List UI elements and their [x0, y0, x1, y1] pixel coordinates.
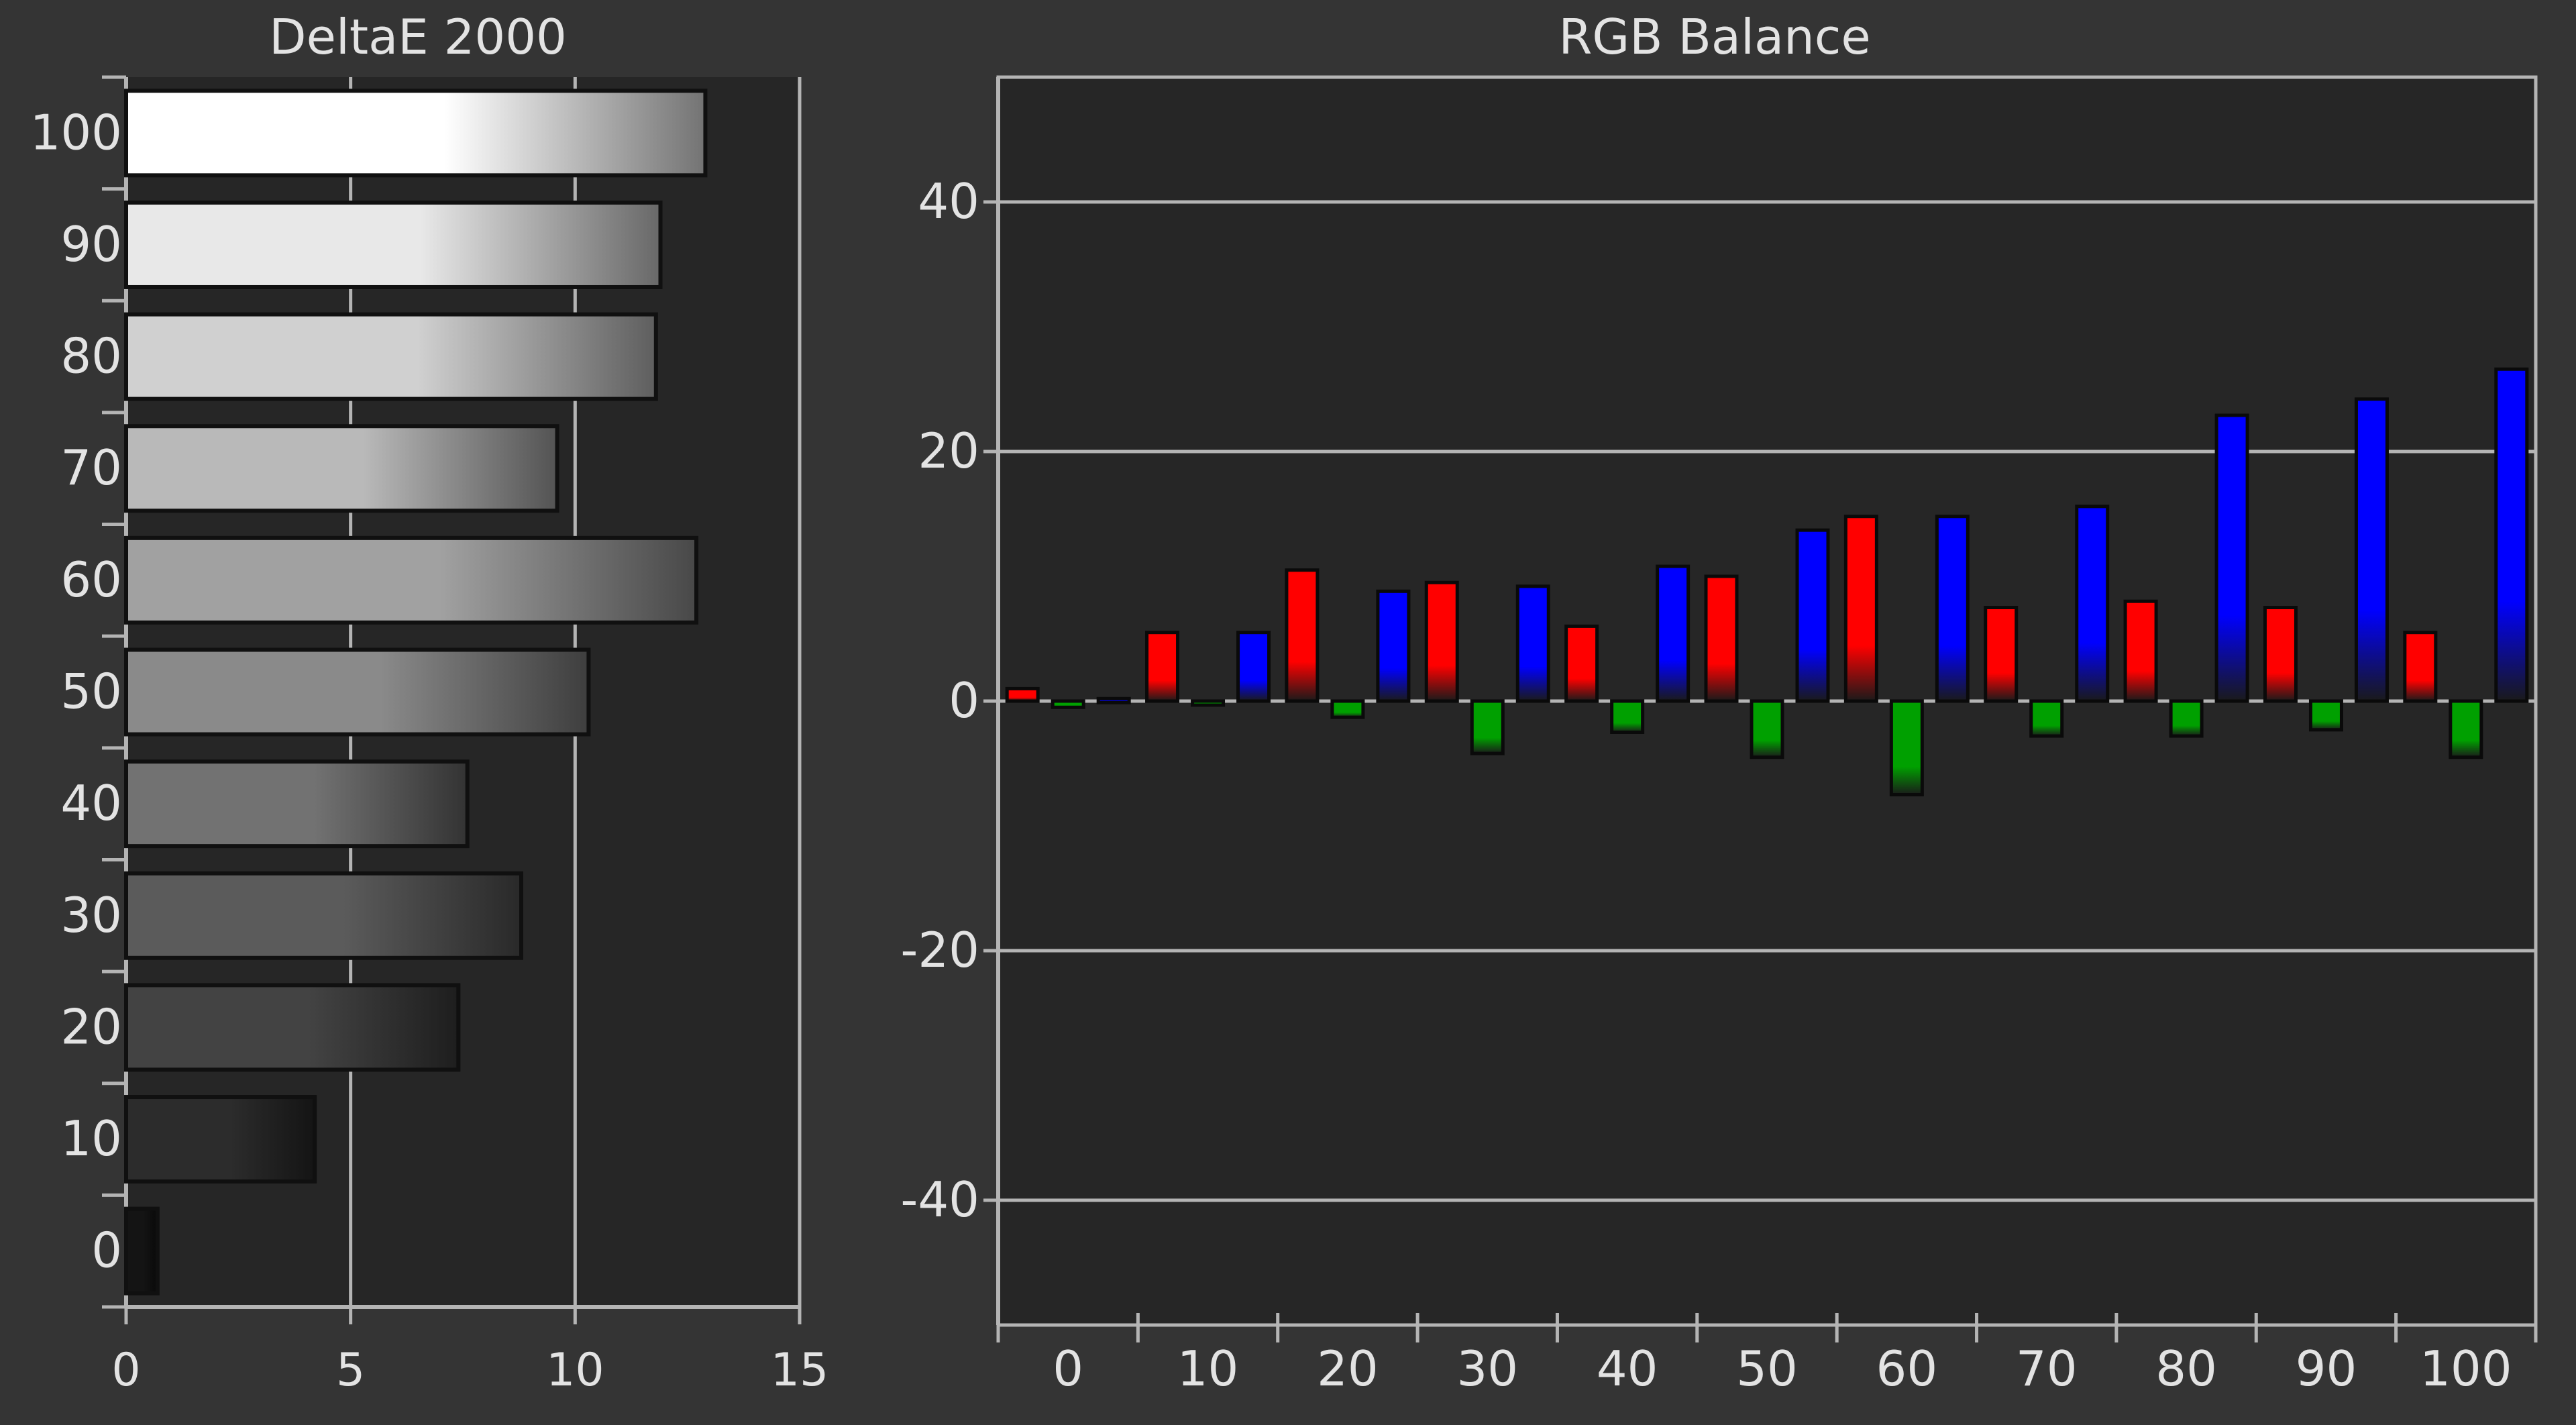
deltae-bar-80: [124, 312, 658, 401]
rgb-bar-blue-100: [2494, 367, 2529, 703]
deltae-y-tick-label: 100: [30, 104, 122, 160]
rgb-bar-green-80: [2169, 699, 2204, 738]
rgb-bar-blue-30: [1515, 584, 1550, 703]
rgb-bar-blue-70: [2075, 505, 2110, 703]
deltae-bar-40: [124, 759, 470, 849]
rgb-bar-red-90: [2263, 606, 2298, 703]
rgb-x-tick-label: 40: [1597, 1340, 1658, 1397]
deltae-y-tick-label: 20: [60, 998, 122, 1055]
rgb-bar-green-40: [1610, 699, 1645, 734]
rgb-y-tick-label: 20: [918, 423, 979, 479]
rgb-bar-green-60: [1889, 699, 1924, 796]
deltae-bar-20: [124, 983, 461, 1072]
rgb-bar-green-70: [2029, 699, 2064, 738]
deltae-bar-60: [124, 535, 699, 625]
rgb-chart-title: RGB Balance: [1558, 9, 1870, 65]
rgb-bar-blue-60: [1935, 515, 1970, 703]
rgb-bar-red-100: [2403, 631, 2438, 703]
deltae-y-tick-label: 30: [60, 887, 122, 943]
rgb-x-tick-label: 30: [1456, 1340, 1518, 1397]
deltae-y-tick-label: 40: [60, 775, 122, 831]
deltae-bar-30: [124, 871, 524, 960]
deltae-x-tick-label: 10: [546, 1344, 604, 1397]
rgb-bar-red-80: [2123, 599, 2158, 703]
deltae-y-tick-label: 0: [91, 1222, 122, 1279]
rgb-x-tick-label: 20: [1317, 1340, 1379, 1397]
deltae-x-tick-label: 5: [336, 1344, 365, 1397]
rgb-bar-blue-40: [1656, 564, 1690, 703]
deltae-x-tick-label: 15: [771, 1344, 829, 1397]
deltae-bar-0: [124, 1206, 160, 1296]
deltae-y-tick-label: 60: [60, 551, 122, 608]
rgb-bar-blue-0: [1096, 696, 1131, 704]
rgb-x-tick-label: 50: [1736, 1340, 1798, 1397]
deltae-chart-title: DeltaE 2000: [269, 9, 567, 65]
deltae-bar-100: [124, 89, 708, 178]
deltae-y-tick-label: 50: [60, 664, 122, 720]
rgb-bar-green-90: [2308, 699, 2343, 732]
rgb-bar-red-30: [1424, 580, 1459, 703]
deltae-bar-90: [124, 200, 663, 289]
rgb-bar-green-30: [1470, 699, 1505, 755]
rgb-x-tick-label: 0: [1053, 1340, 1083, 1397]
rgb-x-tick-label: 80: [2155, 1340, 2217, 1397]
deltae-bar-10: [124, 1095, 317, 1184]
rgb-bar-green-20: [1330, 699, 1365, 719]
rgb-y-tick-label: -40: [900, 1171, 979, 1228]
rgb-y-tick-label: 0: [949, 672, 979, 729]
deltae-x-tick-label: 0: [111, 1344, 140, 1397]
rgb-bar-red-50: [1704, 574, 1739, 703]
rgb-x-tick-label: 100: [2420, 1340, 2512, 1397]
rgb-bar-blue-10: [1236, 631, 1271, 703]
rgb-bar-red-20: [1285, 568, 1320, 703]
rgb-bar-blue-90: [2354, 397, 2389, 703]
rgb-bar-red-70: [1984, 606, 2019, 703]
rgb-x-tick-label: 10: [1177, 1340, 1239, 1397]
rgb-bar-red-0: [1005, 686, 1040, 703]
rgb-x-tick-label: 90: [2296, 1340, 2357, 1397]
rgb-bar-red-40: [1564, 624, 1599, 703]
deltae-y-tick-label: 90: [60, 216, 122, 272]
rgb-bar-green-0: [1051, 699, 1085, 709]
deltae-bar-70: [124, 424, 559, 513]
deltae-bar-50: [124, 647, 591, 737]
rgb-x-tick-label: 60: [1876, 1340, 1938, 1397]
rgb-x-tick-label: 70: [2016, 1340, 2078, 1397]
deltae-y-tick-label: 80: [60, 328, 122, 384]
rgb-bar-blue-50: [1795, 528, 1830, 703]
rgb-bar-red-10: [1145, 631, 1180, 703]
rgb-bar-blue-20: [1376, 589, 1411, 703]
rgb-bar-green-10: [1191, 699, 1226, 707]
rgb-bar-green-100: [2449, 699, 2483, 759]
rgb-bar-blue-80: [2214, 413, 2249, 703]
deltae-y-tick-label: 10: [60, 1110, 122, 1167]
rgb-bar-red-60: [1843, 515, 1878, 703]
rgb-y-tick-label: -20: [900, 922, 979, 978]
rgb-bar-green-50: [1750, 699, 1784, 759]
deltae-y-tick-label: 70: [60, 439, 122, 496]
rgb-y-tick-label: 40: [918, 173, 979, 229]
